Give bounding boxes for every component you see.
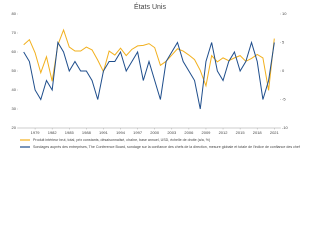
chart-title: États Unis bbox=[134, 2, 166, 11]
y-tick-label: 20 bbox=[12, 125, 17, 130]
x-tick-label: 1988 bbox=[82, 130, 92, 135]
legend-label: Sondages auprès des entreprises, The Con… bbox=[33, 145, 300, 149]
y2-tick-label: 5 bbox=[282, 40, 285, 45]
series-line bbox=[23, 28, 275, 91]
x-tick-label: 2003 bbox=[167, 130, 177, 135]
y-tick-label: 70 bbox=[12, 30, 17, 35]
x-tick-label: 2000 bbox=[150, 130, 160, 135]
x-tick-label: 2012 bbox=[219, 130, 229, 135]
y-tick-label: 60 bbox=[12, 49, 17, 54]
series-line bbox=[23, 40, 275, 110]
x-tick-label: 1991 bbox=[99, 130, 109, 135]
x-tick-label: 1994 bbox=[116, 130, 126, 135]
x-tick-label: 2009 bbox=[202, 130, 212, 135]
y2-tick-label: 0 bbox=[282, 68, 285, 73]
legend-label: Produit intérieur brut, total, prix cons… bbox=[33, 138, 210, 142]
y2-tick-label: -5 bbox=[282, 97, 286, 102]
y2-tick-label: 10 bbox=[282, 11, 287, 16]
x-tick-label: 1985 bbox=[65, 130, 75, 135]
chart: États Unis 20 30 40 50 60 70 80 -10 -5 0 5 10 1979 19… bbox=[12, 2, 300, 149]
y-tick-label: 80 bbox=[12, 11, 17, 16]
x-tick-label: 2021 bbox=[270, 130, 280, 135]
x-tick-label: 1982 bbox=[48, 130, 58, 135]
x-tick-label: 1997 bbox=[133, 130, 143, 135]
x-tick-label: 1979 bbox=[31, 130, 41, 135]
x-tick-label: 2015 bbox=[236, 130, 246, 135]
y-tick-label: 40 bbox=[12, 87, 17, 92]
x-tick-label: 2018 bbox=[253, 130, 263, 135]
y-tick-label: 30 bbox=[12, 106, 17, 111]
y-tick-label: 50 bbox=[12, 68, 17, 73]
x-tick-label: 2006 bbox=[184, 130, 194, 135]
y2-tick-label: -10 bbox=[282, 125, 289, 130]
